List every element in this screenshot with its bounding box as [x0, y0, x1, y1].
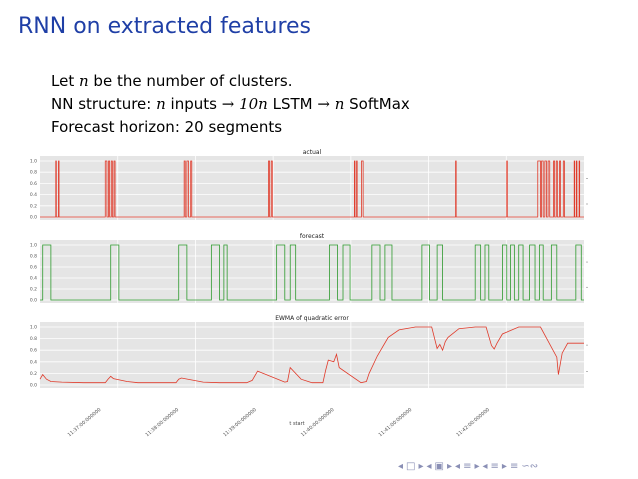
- nav-icon[interactable]: ◂: [398, 461, 404, 472]
- nav-icon[interactable]: ▸: [474, 461, 480, 472]
- bullet-text: LSTM: [267, 95, 318, 113]
- nav-icon[interactable]: ▸: [501, 461, 507, 472]
- math-var-n: n: [78, 72, 89, 90]
- y-tick-label: 0.0: [30, 215, 37, 221]
- nav-icon[interactable]: □: [406, 461, 416, 472]
- x-tick-label: 11:41:00:000000: [378, 407, 414, 438]
- bullet-text: NN structure:: [51, 95, 157, 113]
- y-tick-label: 0.4: [30, 276, 37, 282]
- x-tick-label: 11:40:00:000000: [300, 407, 336, 438]
- y-tick-label: 0.8: [30, 254, 37, 260]
- y-tick-label: 0.8: [30, 336, 37, 342]
- arrow-icon: →: [221, 95, 235, 113]
- chart-title: forecast: [300, 233, 325, 240]
- chart-title: actual: [303, 149, 322, 156]
- bullet-text: be the number of clusters.: [88, 72, 293, 90]
- nav-icon[interactable]: ≡: [463, 461, 472, 472]
- x-tick-label: 11:39:00:000000: [222, 407, 258, 438]
- y-tick-label: 0.4: [30, 192, 37, 198]
- nav-icon[interactable]: ≡: [509, 461, 519, 472]
- bullet-text: Let: [51, 72, 79, 90]
- plot-area: [40, 322, 584, 388]
- nav-icon[interactable]: ≡: [490, 461, 499, 472]
- nav-icon[interactable]: ◂: [455, 461, 461, 472]
- arrow-icon: →: [317, 95, 330, 113]
- y-tick-label: 0.4: [30, 359, 37, 365]
- x-tick-label: 11:42:00:000000: [455, 407, 491, 438]
- y-tick-label: 0.2: [30, 203, 37, 209]
- math-var-n: n: [334, 95, 345, 113]
- math-var-10n: 10n: [239, 95, 268, 113]
- y-tick-label: 0.6: [30, 181, 37, 187]
- series-line: [40, 244, 584, 301]
- bullet-text: SoftMax: [344, 95, 410, 113]
- plot-area: [40, 156, 584, 220]
- bullet-line-1: Let n be the number of clusters.: [51, 70, 410, 93]
- nav-icon[interactable]: ▸: [418, 461, 424, 472]
- y-tick-label: 0.2: [30, 371, 37, 377]
- y-tick-label: 0.2: [30, 287, 37, 293]
- x-axis-label: t start: [289, 421, 304, 427]
- y-tick-label: 1.0: [30, 159, 37, 165]
- bullet-line-3: Forecast horizon: 20 segments: [51, 118, 283, 136]
- y-tick-label: 0.6: [30, 265, 37, 271]
- y-tick-label: 0.0: [30, 383, 37, 389]
- x-tick-label: 11:38:00:000000: [144, 407, 180, 438]
- series-line: [40, 160, 584, 218]
- nav-icon[interactable]: ◂: [482, 461, 488, 472]
- y-tick-label: 1.0: [30, 325, 37, 331]
- slide-title: RNN on extracted features: [18, 14, 312, 39]
- y-tick-label: 0.0: [30, 298, 37, 304]
- bullet-line-2: NN structure: n inputs → 10n LSTM → n So…: [51, 93, 410, 116]
- nav-icon[interactable]: ▸: [447, 461, 453, 472]
- nav-icon[interactable]: ▣: [434, 461, 444, 472]
- bullet-list: Let n be the number of clusters. NN stru…: [51, 70, 410, 139]
- y-tick-label: 0.6: [30, 348, 37, 354]
- nav-icon[interactable]: ∽∾: [521, 461, 539, 472]
- x-tick-label: 11:37:00:000000: [67, 407, 103, 438]
- series-line: [39, 326, 584, 384]
- y-tick-label: 1.0: [30, 243, 37, 249]
- nav-icon[interactable]: ◂: [426, 461, 432, 472]
- bullet-text: inputs: [165, 95, 222, 113]
- plot-area: [40, 240, 584, 303]
- beamer-navigation[interactable]: ◂ □ ▸ ◂ ▣ ▸ ◂ ≡ ▸ ◂ ≡ ▸ ≡ ∽∾: [398, 461, 541, 472]
- chart-title: EWMA of quadratic error: [275, 315, 349, 322]
- math-var-n: n: [156, 95, 166, 113]
- y-tick-label: 0.8: [30, 170, 37, 176]
